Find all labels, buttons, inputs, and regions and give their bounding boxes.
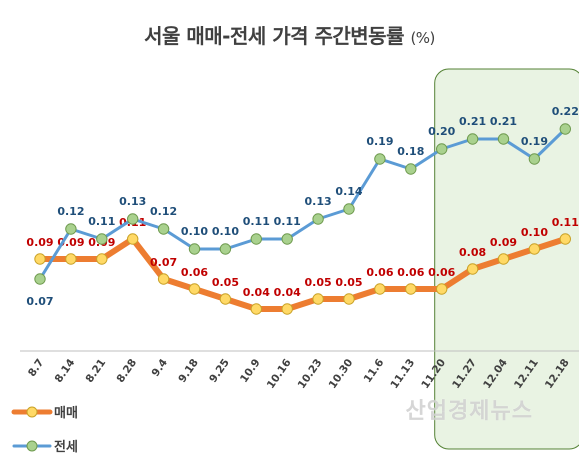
x-tick-label: 10.16 — [265, 357, 294, 391]
x-tick-label: 8.7 — [26, 357, 47, 379]
x-tick-label: 10.23 — [296, 357, 325, 391]
jeonse-data-label: 0.19 — [521, 135, 548, 148]
jeonse-data-label: 0.21 — [459, 115, 486, 128]
jeonse-point — [466, 133, 479, 145]
legend-sale-marker — [26, 406, 38, 418]
sale-point — [127, 233, 139, 245]
chart-title-text: 서울 매매-전세 가격 주간변동률 — [144, 24, 404, 48]
jeonse-point — [157, 223, 170, 235]
jeonse-data-label: 0.22 — [552, 105, 579, 118]
jeonse-data-label: 0.12 — [150, 205, 177, 218]
sale-point — [219, 293, 232, 305]
sale-point — [528, 243, 541, 255]
jeonse-data-label: 0.19 — [366, 135, 393, 148]
jeonse-point — [188, 243, 201, 255]
jeonse-point — [281, 233, 293, 245]
sale-point — [343, 293, 355, 305]
jeonse-point — [250, 233, 262, 245]
jeonse-point — [34, 273, 46, 285]
x-tick-label: 9.25 — [207, 357, 232, 385]
sale-data-label: 0.06 — [397, 266, 424, 279]
jeonse-point — [343, 203, 355, 215]
jeonse-data-label: 0.18 — [397, 145, 424, 158]
jeonse-data-label: 0.11 — [88, 215, 115, 228]
x-tick-label: 9.18 — [176, 357, 201, 385]
jeonse-point — [65, 223, 77, 235]
chart-title-unit: (%) — [410, 29, 435, 47]
jeonse-data-label: 0.07 — [26, 295, 53, 308]
jeonse-point — [528, 153, 541, 165]
jeonse-point — [312, 213, 324, 225]
legend-jeonse-label: 전세 — [54, 439, 78, 455]
sale-point — [405, 283, 417, 295]
sale-point — [559, 233, 571, 245]
x-tick-label: 10.9 — [238, 357, 263, 385]
jeonse-data-label: 0.10 — [181, 225, 208, 238]
sale-data-label: 0.09 — [26, 236, 53, 249]
sale-point — [312, 293, 324, 305]
chart-title: 서울 매매-전세 가격 주간변동률 (%) — [0, 20, 579, 49]
jeonse-data-label: 0.21 — [490, 115, 517, 128]
sale-point — [34, 253, 46, 265]
sale-point — [466, 263, 479, 275]
jeonse-data-label: 0.20 — [428, 125, 455, 138]
sale-data-label: 0.05 — [212, 276, 239, 289]
sale-data-label: 0.06 — [428, 266, 455, 279]
sale-point — [374, 283, 386, 295]
jeonse-data-label: 0.13 — [305, 195, 332, 208]
sale-data-label: 0.04 — [274, 286, 301, 299]
sale-point — [96, 253, 108, 265]
jeonse-point — [96, 233, 108, 245]
jeonse-data-label: 0.11 — [243, 215, 270, 228]
jeonse-data-label: 0.10 — [212, 225, 239, 238]
sale-point — [65, 253, 77, 265]
jeonse-point — [219, 243, 232, 255]
legend-sale: 매매 — [11, 406, 78, 421]
sale-point — [436, 283, 448, 295]
sale-point — [157, 273, 170, 285]
sale-data-label: 0.08 — [459, 246, 486, 259]
jeonse-point — [436, 143, 448, 155]
jeonse-data-label: 0.12 — [57, 205, 84, 218]
x-tick-label: 10.30 — [327, 357, 356, 391]
legend-jeonse-marker — [26, 440, 38, 452]
watermark: 산업경제뉴스 — [405, 399, 533, 424]
sale-data-label: 0.04 — [243, 286, 270, 299]
x-tick-label: 9.4 — [150, 357, 171, 379]
sale-data-label: 0.06 — [181, 266, 208, 279]
jeonse-data-label: 0.11 — [274, 215, 301, 228]
sale-data-label: 0.10 — [521, 226, 548, 239]
jeonse-point — [374, 153, 386, 165]
sale-data-label: 0.06 — [366, 266, 393, 279]
x-tick-label: 11.13 — [388, 357, 417, 391]
sale-data-label: 0.09 — [490, 236, 517, 249]
sale-data-label: 0.05 — [335, 276, 362, 289]
x-tick-label: 8.28 — [114, 357, 139, 385]
x-tick-label: 11.6 — [362, 357, 387, 385]
sale-data-label: 0.05 — [305, 276, 332, 289]
x-tick-label: 8.14 — [53, 357, 78, 385]
legend-jeonse: 전세 — [12, 439, 78, 455]
jeonse-point — [127, 213, 139, 225]
jeonse-data-label: 0.14 — [335, 185, 362, 198]
sale-point — [497, 253, 510, 265]
legend-sale-label: 매매 — [54, 406, 78, 421]
sale-data-label: 0.07 — [150, 256, 177, 269]
sale-point — [188, 283, 201, 295]
jeonse-point — [405, 163, 417, 175]
sale-point — [281, 303, 293, 315]
jeonse-data-label: 0.13 — [119, 195, 146, 208]
jeonse-point — [559, 123, 571, 135]
sale-point — [250, 303, 262, 315]
jeonse-point — [497, 133, 510, 145]
sale-data-label: 0.11 — [552, 216, 579, 229]
x-tick-label: 8.21 — [84, 357, 109, 385]
